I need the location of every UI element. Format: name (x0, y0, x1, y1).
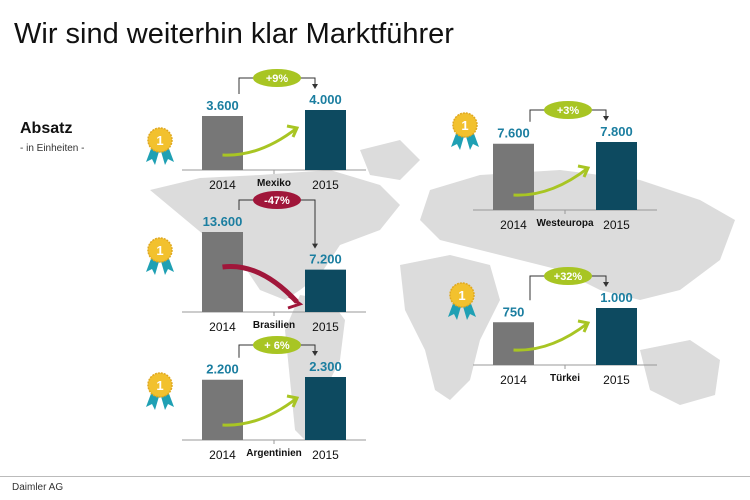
year-label: 2015 (312, 178, 339, 192)
market-label: Westeuropa (536, 218, 593, 229)
trend-arrow-head-icon (287, 294, 304, 310)
rank-medal-icon: 1 (146, 237, 174, 275)
value-label: 2.200 (206, 362, 239, 377)
arrow-head-icon (312, 243, 318, 249)
rank-medal-icon: 1 (146, 127, 174, 165)
trend-arrow-icon (222, 396, 298, 427)
metric-label: Absatz (20, 120, 73, 137)
value-label: 750 (503, 304, 525, 319)
year-label: 2014 (500, 218, 527, 232)
change-value: +3% (557, 105, 580, 117)
trend-arrow-icon (222, 126, 298, 157)
change-badge (253, 336, 301, 354)
market-label: Mexiko (257, 178, 291, 189)
arrow-head-icon (603, 116, 609, 121)
value-label: 3.600 (206, 98, 239, 113)
bar-2014 (493, 143, 534, 210)
change-value: + 6% (264, 340, 290, 352)
value-label: 2.300 (309, 359, 342, 374)
bar-2015 (305, 269, 346, 312)
change-value: +32% (554, 271, 583, 283)
chart-argentinien: 2.200 2014 2.300 2015 Argentinien + 6% 1 (146, 336, 366, 462)
trend-arrow-head-icon (577, 319, 591, 333)
medal (147, 372, 173, 398)
trend-arrow-head-icon (286, 124, 300, 138)
rank-medal-icon: 1 (448, 282, 476, 320)
rank-number: 1 (458, 288, 465, 303)
value-label: 7.800 (600, 124, 633, 139)
bar-2015 (596, 142, 637, 210)
arrow-head-icon (312, 351, 318, 356)
value-label: 1.000 (600, 290, 633, 305)
year-label: 2014 (500, 373, 527, 387)
change-badge (253, 191, 301, 209)
year-label: 2015 (603, 218, 630, 232)
year-label: 2014 (209, 178, 236, 192)
year-label: 2015 (312, 320, 339, 334)
chart-westeuropa: 7.600 2014 7.800 2015 Westeuropa +3% 1 (451, 101, 657, 232)
rank-number: 1 (156, 378, 163, 393)
change-badge (253, 69, 301, 87)
bar-2014 (493, 322, 534, 365)
market-label: Argentinien (246, 448, 302, 459)
rank-number: 1 (461, 118, 468, 133)
year-label: 2014 (209, 320, 236, 334)
rank-number: 1 (156, 133, 163, 148)
unit-label: - in Einheiten - (20, 143, 85, 154)
footer-company: Daimler AG (12, 482, 64, 493)
year-label: 2015 (603, 373, 630, 387)
arrow-head-icon (603, 282, 609, 287)
medal (147, 127, 173, 153)
rank-number: 1 (156, 243, 163, 258)
arrow-head-icon (312, 84, 318, 89)
bar-2014 (202, 116, 243, 170)
change-value: +9% (266, 73, 289, 85)
trend-arrow-icon (222, 263, 299, 304)
page-title: Wir sind weiterhin klar Marktführer (14, 18, 454, 50)
market-label: Türkei (550, 373, 580, 384)
rank-medal-icon: 1 (146, 372, 174, 410)
chart-brasilien: 13.600 2014 7.200 2015 Brasilien -47% 1 (146, 191, 366, 334)
value-label: 7.200 (309, 252, 342, 267)
change-badge (544, 267, 592, 285)
trend-arrow-icon (513, 321, 589, 352)
bar-2015 (596, 308, 637, 365)
value-label: 7.600 (497, 126, 530, 141)
value-label: 4.000 (309, 92, 342, 107)
year-label: 2014 (209, 448, 236, 462)
trend-arrow-head-icon (577, 164, 591, 178)
bar-2014 (202, 232, 243, 312)
trend-arrow-icon (513, 166, 589, 197)
medal (449, 282, 475, 308)
footer-divider (0, 476, 750, 477)
medal (452, 112, 478, 138)
chart-türkei: 750 2014 1.000 2015 Türkei +32% 1 (448, 267, 657, 387)
market-label: Brasilien (253, 320, 295, 331)
rank-medal-icon: 1 (451, 112, 479, 150)
trend-arrow-head-icon (286, 394, 300, 408)
medal (147, 237, 173, 263)
value-label: 13.600 (203, 214, 243, 229)
bar-2015 (305, 110, 346, 170)
change-value: -47% (264, 195, 290, 207)
bar-2015 (305, 377, 346, 440)
chart-mexiko: 3.600 2014 4.000 2015 Mexiko +9% 1 (146, 69, 366, 192)
year-label: 2015 (312, 448, 339, 462)
change-badge (544, 101, 592, 119)
bar-2014 (202, 379, 243, 440)
